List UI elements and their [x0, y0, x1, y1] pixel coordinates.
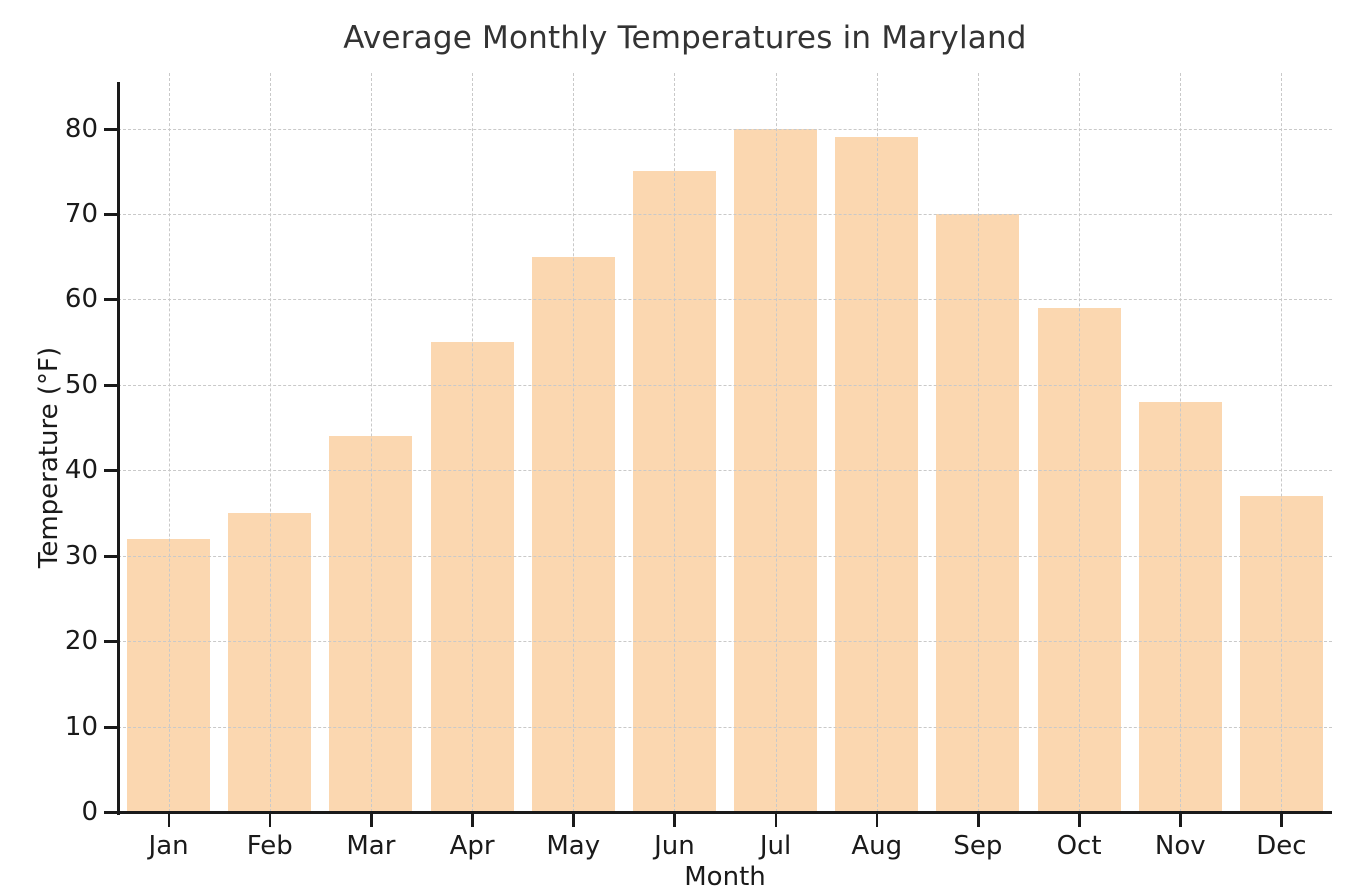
gridline-vertical: [674, 73, 676, 812]
y-axis-label: Temperature (°F): [34, 346, 64, 569]
gridline-horizontal: [118, 641, 1332, 643]
x-axis-tick: [1280, 814, 1283, 827]
x-axis-tick-label: Jan: [148, 831, 189, 861]
plot-area: [118, 73, 1332, 812]
y-axis-tick: [104, 127, 118, 131]
x-axis-tick: [976, 814, 980, 827]
x-axis-tick-label: Aug: [851, 831, 903, 861]
x-axis-tick: [369, 814, 373, 827]
y-axis-tick-label: 70: [64, 199, 98, 230]
chart-title: Average Monthly Temperatures in Maryland: [343, 20, 1027, 56]
x-axis-tick: [875, 814, 879, 827]
gridline-vertical: [1079, 73, 1081, 812]
x-axis-tick: [167, 814, 171, 827]
y-axis-tick: [104, 811, 118, 814]
gridline-vertical: [168, 73, 170, 812]
x-axis-tick: [572, 814, 575, 827]
y-axis-tick-label: 40: [64, 455, 98, 486]
y-axis-tick-label: 10: [64, 711, 98, 742]
x-axis-label: Month: [684, 862, 766, 892]
bar: [228, 513, 312, 812]
x-axis-tick-label: Dec: [1256, 831, 1307, 861]
x-axis-tick: [471, 814, 474, 827]
x-axis-tick: [774, 814, 778, 827]
gridline-vertical: [370, 73, 372, 812]
y-axis-tick: [104, 383, 118, 387]
gridline-horizontal: [118, 470, 1332, 472]
x-axis-tick-label: Nov: [1154, 831, 1206, 861]
y-axis-tick-label: 60: [64, 284, 98, 315]
gridline-vertical: [977, 73, 979, 812]
x-axis-tick-label: Jun: [654, 831, 695, 861]
x-axis-tick-label: Oct: [1056, 831, 1102, 861]
bar: [531, 256, 615, 812]
gridline-horizontal: [118, 214, 1332, 216]
bar: [127, 538, 211, 812]
x-axis-tick: [1179, 814, 1182, 827]
y-axis-tick-label: 80: [64, 113, 98, 144]
y-axis-tick: [104, 554, 118, 558]
x-axis-tick-label: Jul: [759, 831, 792, 861]
y-axis-tick: [104, 725, 118, 729]
x-axis-tick-label: Mar: [346, 831, 396, 861]
gridline-vertical: [1281, 73, 1283, 812]
gridline-horizontal: [118, 299, 1332, 301]
y-axis-tick: [104, 213, 118, 217]
gridline-vertical: [573, 73, 575, 812]
gridline-horizontal: [118, 726, 1332, 728]
gridline-vertical: [1180, 73, 1182, 812]
x-axis-tick-label: Sep: [953, 831, 1003, 861]
x-axis-tick-label: Apr: [449, 831, 495, 861]
x-axis-spine: [118, 811, 1332, 814]
gridline-horizontal: [118, 555, 1332, 557]
gridline-vertical: [775, 73, 777, 812]
y-axis-tick-label: 0: [81, 797, 98, 827]
gridline-vertical: [472, 73, 474, 812]
bar: [430, 342, 514, 812]
gridline-horizontal: [118, 384, 1332, 386]
x-axis-tick: [1078, 814, 1081, 827]
x-axis-tick: [673, 814, 676, 827]
x-axis-tick: [268, 814, 272, 827]
gridline-vertical: [269, 73, 271, 812]
x-axis-tick-label: Feb: [246, 831, 293, 861]
bar: [835, 137, 919, 812]
gridline-horizontal: [118, 128, 1332, 130]
x-axis-tick-label: May: [546, 831, 601, 861]
y-axis-tick: [104, 469, 118, 473]
y-axis-spine: [117, 82, 120, 815]
y-axis-tick: [104, 298, 118, 302]
y-axis-tick-label: 20: [64, 626, 98, 657]
y-axis-tick-label: 50: [64, 369, 98, 400]
bar: [1037, 308, 1121, 812]
y-axis-tick-label: 30: [64, 540, 98, 571]
gridline-vertical: [876, 73, 878, 812]
y-axis-tick: [104, 640, 118, 644]
